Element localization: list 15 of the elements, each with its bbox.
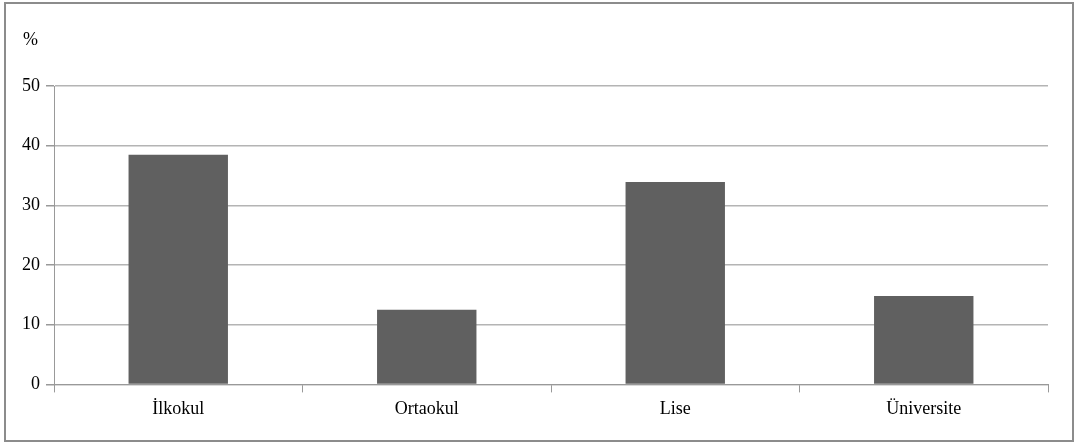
x-tick-label: Lise (659, 397, 691, 418)
x-tick-label: Üniversite (886, 397, 962, 418)
y-tick-label: 50 (22, 74, 40, 95)
bar (874, 296, 974, 384)
y-tick-label: 30 (22, 194, 40, 215)
y-tick-label: 40 (22, 134, 40, 155)
bar (625, 182, 725, 384)
bar (128, 154, 228, 384)
y-tick-label: 20 (22, 253, 40, 274)
y-tick-label: 10 (22, 313, 40, 334)
y-tick-label: 0 (31, 373, 40, 394)
x-tick-label: İlkokul (152, 397, 205, 418)
y-axis-title: % (23, 28, 38, 49)
bar (377, 309, 477, 384)
x-tick-label: Ortaokul (394, 397, 459, 418)
